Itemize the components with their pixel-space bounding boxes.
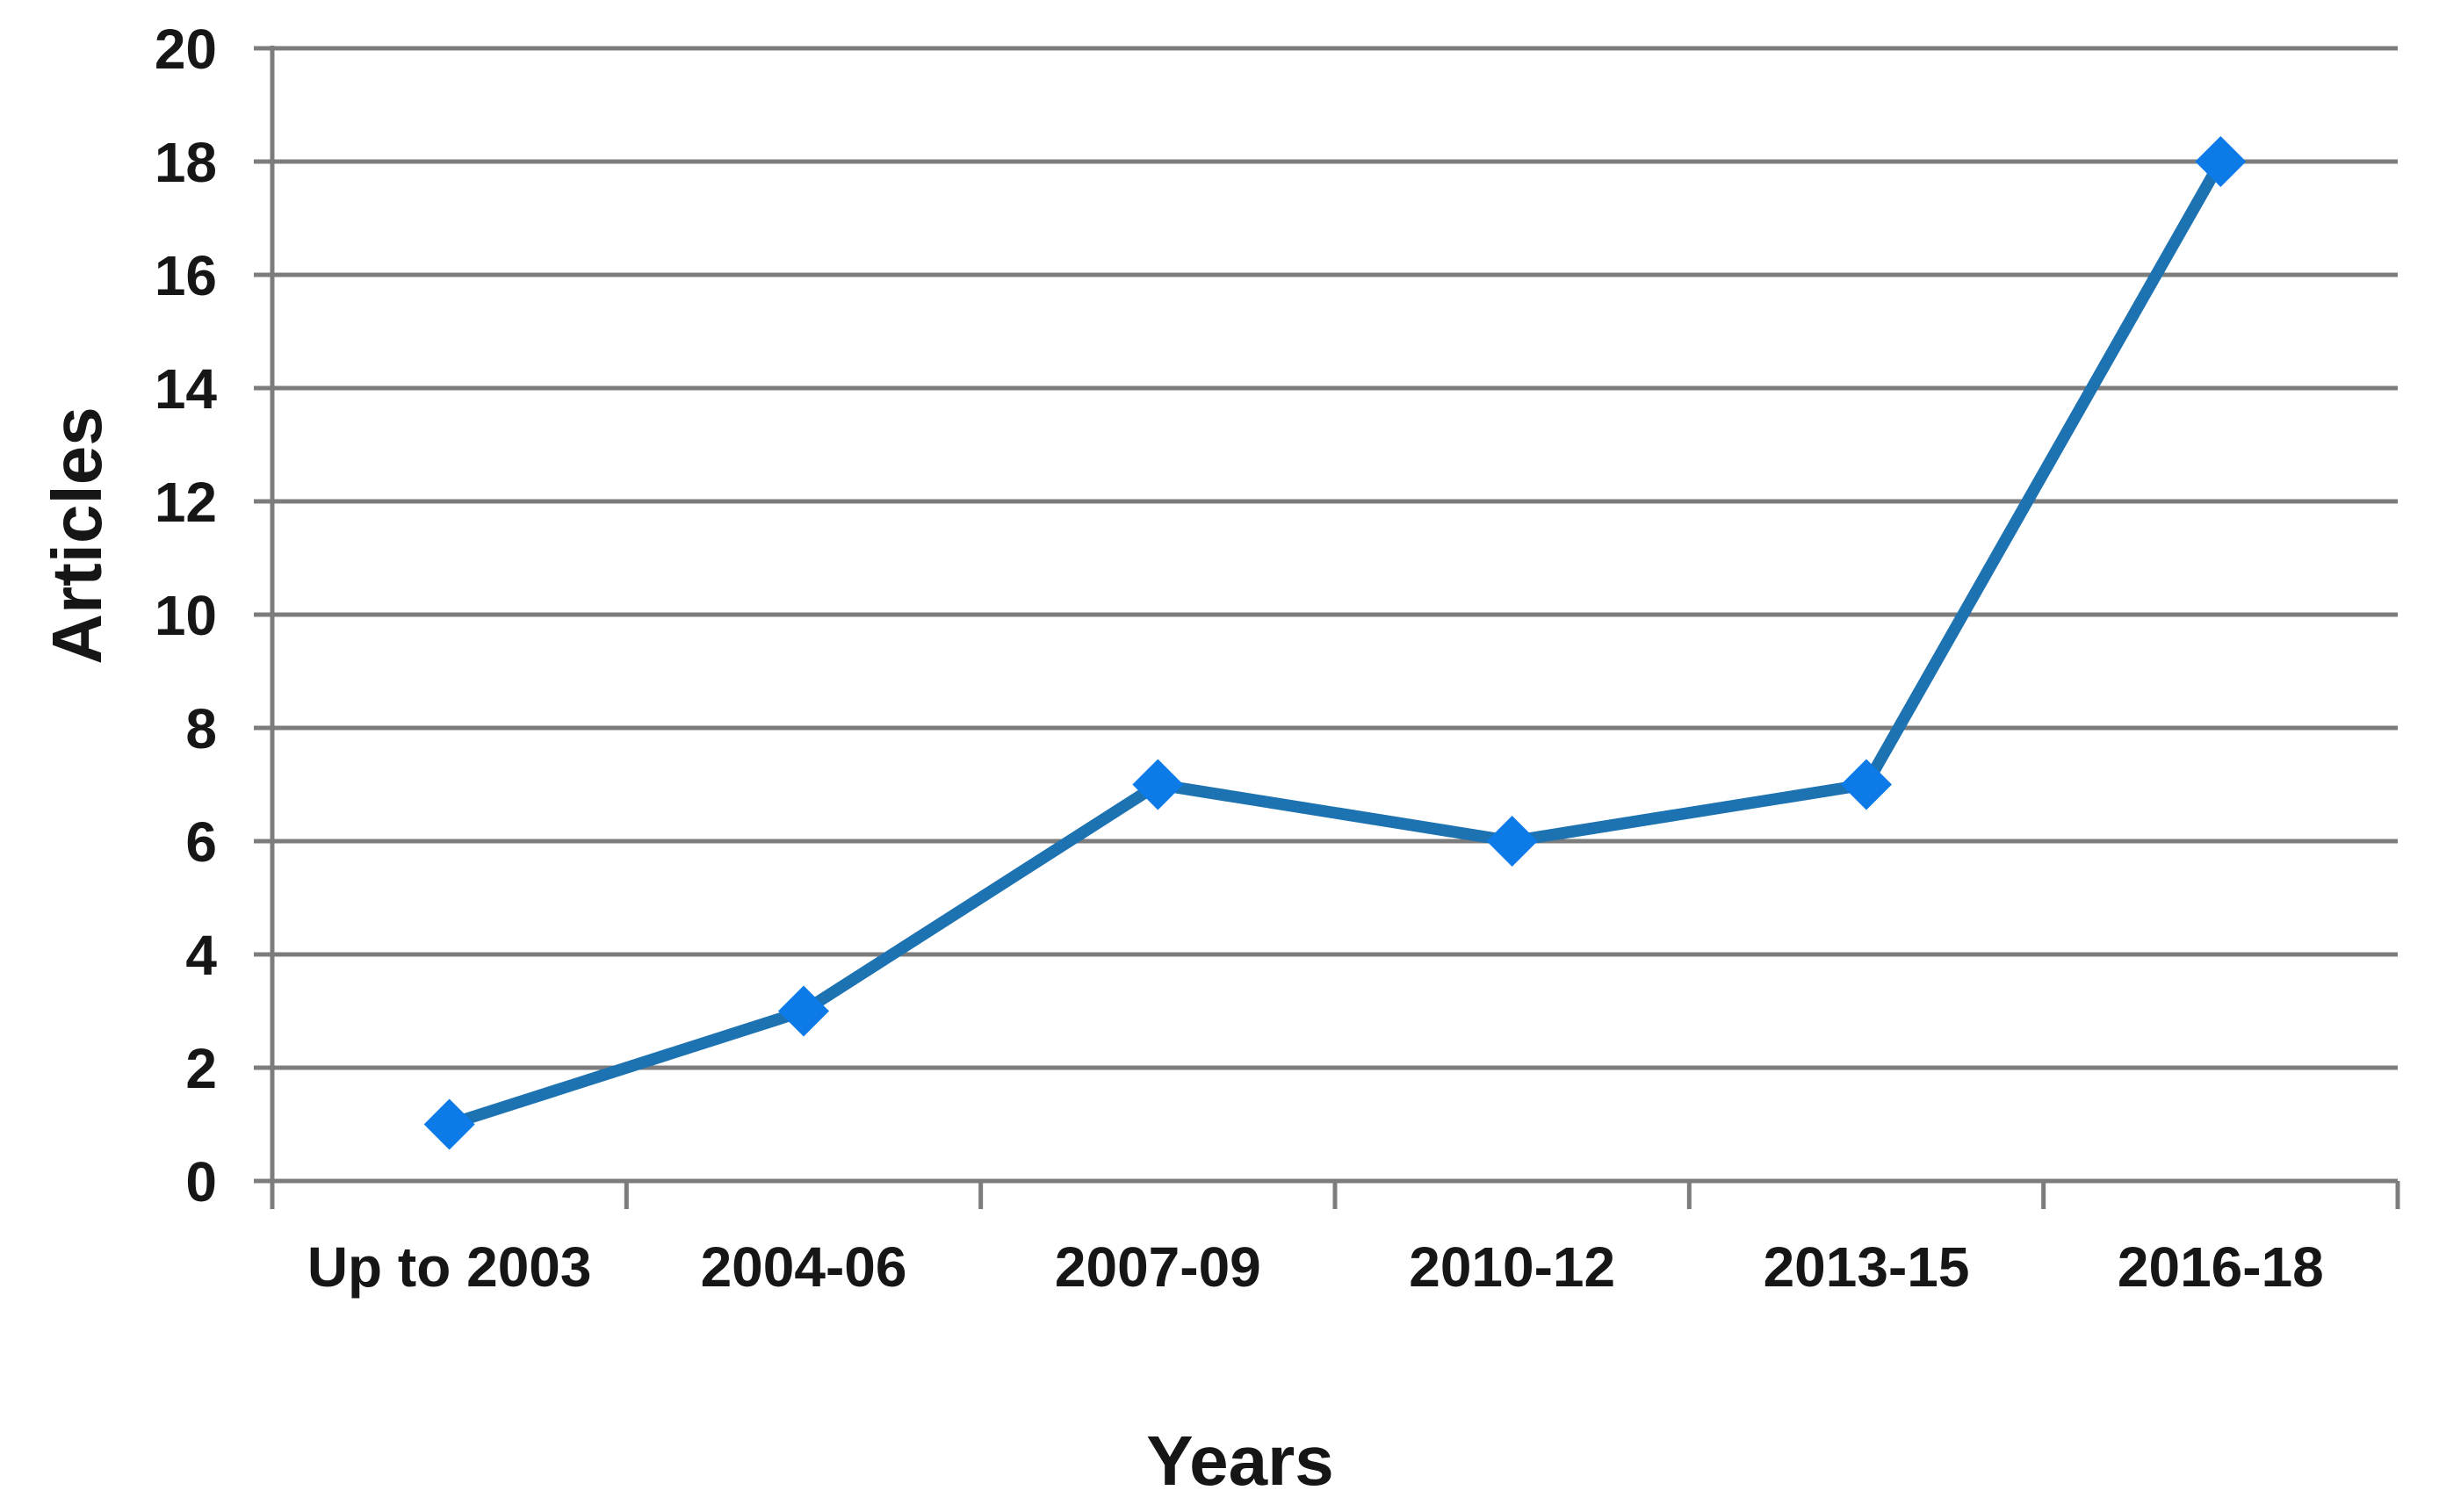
y-tick-label: 0 (185, 1150, 217, 1213)
y-tick-label: 8 (185, 697, 217, 760)
data-point-marker (423, 1098, 475, 1150)
y-tick-label: 4 (185, 924, 217, 987)
y-tick-label: 20 (155, 18, 217, 81)
y-tick-label: 10 (155, 584, 217, 647)
y-axis-title: Articles (38, 407, 116, 665)
x-tick-label: 2010-12 (1409, 1235, 1615, 1299)
data-point-marker (1486, 816, 1538, 867)
y-tick-label: 2 (185, 1037, 217, 1100)
y-tick-label: 18 (155, 131, 217, 194)
data-point-marker (2195, 136, 2247, 187)
data-point-marker (1841, 759, 1892, 810)
x-tick-label: 2004-06 (701, 1235, 907, 1299)
y-tick-label: 6 (185, 810, 217, 874)
data-line (443, 155, 2227, 1131)
x-tick-label: 2013-15 (1764, 1235, 1970, 1299)
x-tick-label: 2016-18 (2118, 1235, 2324, 1299)
y-tick-label: 12 (155, 471, 217, 534)
y-tick-label: 16 (155, 244, 217, 307)
y-tick-label: 14 (155, 357, 218, 421)
x-tick-label: Up to 2003 (307, 1235, 592, 1299)
x-tick-label: 2007-09 (1055, 1235, 1261, 1299)
x-axis-title: Years (1146, 1422, 1334, 1500)
